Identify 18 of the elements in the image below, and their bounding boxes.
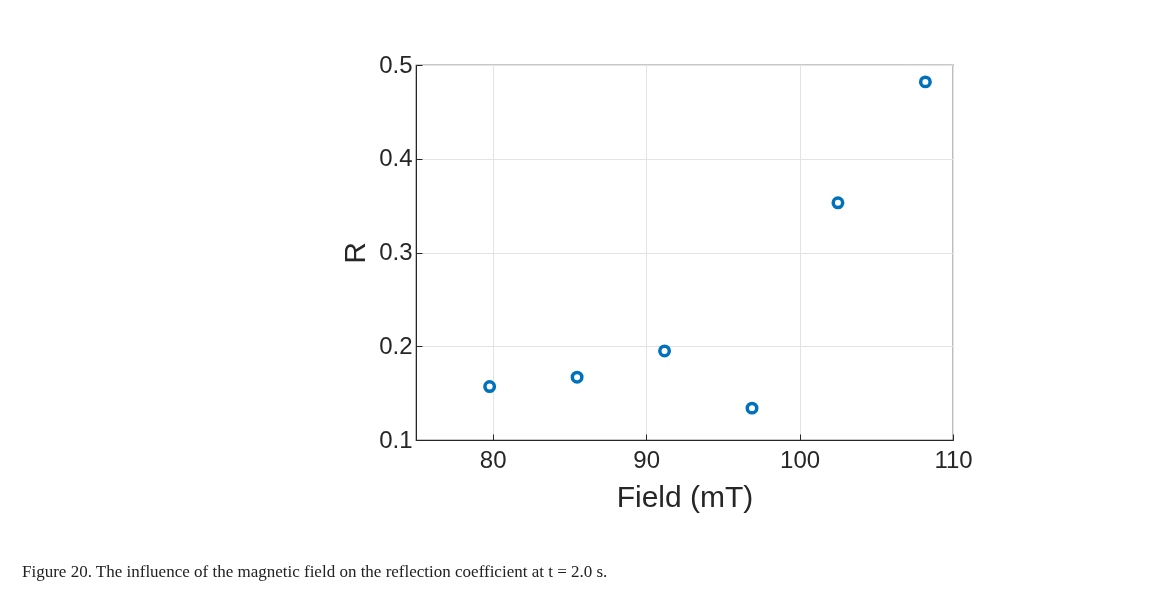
x-tick-label: 90 — [633, 445, 660, 473]
point — [745, 401, 759, 415]
x-tick-label: 110 — [934, 445, 973, 473]
x-tick-label: 80 — [479, 445, 507, 473]
y-tick-label: 0.4 — [379, 144, 413, 172]
x-axis-title: Field (mT) — [616, 479, 754, 513]
point — [918, 75, 932, 89]
x-tick-label: 100 — [780, 445, 821, 473]
point — [570, 370, 584, 384]
y-tick-label: 0.2 — [379, 331, 413, 359]
point — [483, 380, 497, 394]
y-tick-label: 0.1 — [379, 425, 413, 453]
caption: Figure 20. The influence of the magnetic field on the reflection coefficient at t = 2.0 s. — [22, 562, 608, 582]
y-tick-label: 0.5 — [379, 50, 413, 78]
point — [658, 344, 672, 358]
y-tick-label: 0.3 — [379, 238, 413, 265]
y-axis-title: R — [338, 242, 372, 264]
point — [831, 196, 845, 210]
